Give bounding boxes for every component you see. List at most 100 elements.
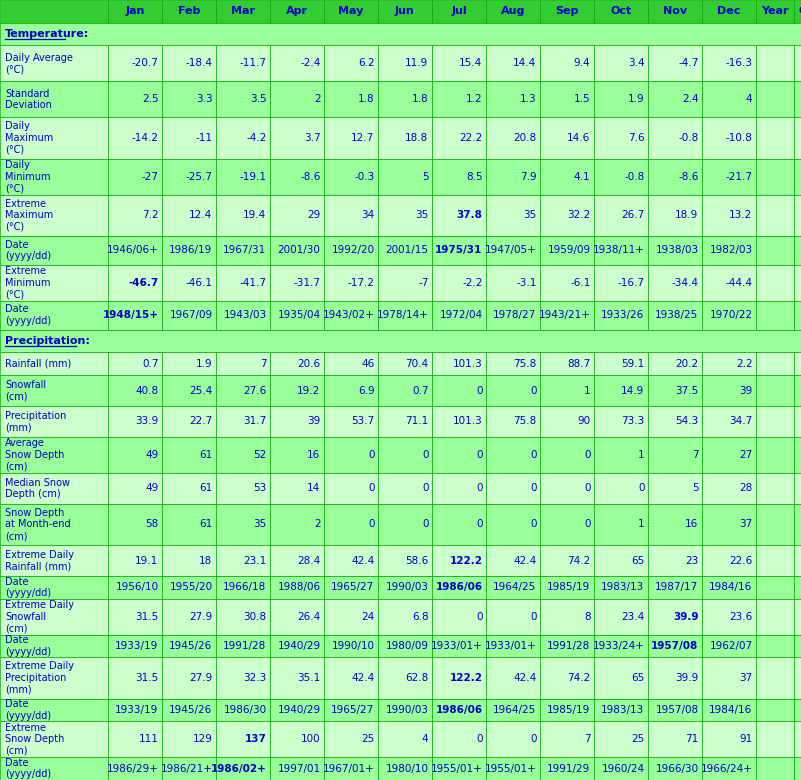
Text: 1990/10: 1990/10 <box>332 641 375 651</box>
Bar <box>162 45 216 81</box>
Text: Extreme Daily
Snowfall
(cm): Extreme Daily Snowfall (cm) <box>5 600 74 633</box>
Text: 1970/22: 1970/22 <box>710 310 752 321</box>
Bar <box>594 375 648 406</box>
Text: 32.2: 32.2 <box>567 211 590 221</box>
Text: 26.7: 26.7 <box>622 211 645 221</box>
Text: -16.7: -16.7 <box>618 278 645 288</box>
Text: 42.4: 42.4 <box>513 673 537 683</box>
Text: 1991/28: 1991/28 <box>223 641 267 651</box>
Bar <box>648 375 702 406</box>
Text: -18.4: -18.4 <box>186 58 212 69</box>
Bar <box>794 195 801 236</box>
Text: 1933/24+: 1933/24+ <box>593 641 645 651</box>
Bar <box>216 504 270 545</box>
Text: 1933/01+: 1933/01+ <box>431 641 482 651</box>
Bar <box>648 406 702 437</box>
Bar <box>270 699 324 722</box>
Bar <box>432 699 486 722</box>
Bar <box>108 545 162 576</box>
Text: 71: 71 <box>685 734 698 744</box>
Bar <box>756 722 794 757</box>
Text: 1935/04: 1935/04 <box>277 310 320 321</box>
Text: 1990/03: 1990/03 <box>385 705 429 715</box>
Text: 1975/31: 1975/31 <box>435 246 482 255</box>
Bar <box>486 576 540 599</box>
Text: 1960/24: 1960/24 <box>602 764 645 774</box>
Text: Date
(yyyy/dd): Date (yyyy/dd) <box>5 635 51 657</box>
Text: 14: 14 <box>308 484 320 494</box>
Text: 22.6: 22.6 <box>729 555 752 566</box>
Bar <box>540 599 594 635</box>
Text: Precipitation
(mm): Precipitation (mm) <box>5 410 66 432</box>
Text: 2.2: 2.2 <box>736 359 752 369</box>
Bar <box>0 195 108 236</box>
Bar <box>432 81 486 118</box>
Bar <box>486 195 540 236</box>
Text: 1984/16: 1984/16 <box>709 705 752 715</box>
Text: 1986/06: 1986/06 <box>436 705 482 715</box>
Text: 12.4: 12.4 <box>189 211 212 221</box>
Text: 2001/30: 2001/30 <box>278 246 320 255</box>
Bar <box>756 195 794 236</box>
Text: 0: 0 <box>476 519 482 530</box>
Text: 27: 27 <box>739 450 752 460</box>
Text: 61: 61 <box>199 450 212 460</box>
Bar <box>486 118 540 158</box>
Text: 4.1: 4.1 <box>574 172 590 182</box>
Bar <box>594 81 648 118</box>
Text: 1945/26: 1945/26 <box>169 705 212 715</box>
Bar <box>378 264 432 301</box>
Text: 5: 5 <box>422 172 429 182</box>
Bar <box>378 757 432 780</box>
Bar <box>756 757 794 780</box>
Bar <box>324 599 378 635</box>
Bar <box>486 81 540 118</box>
Text: -4.2: -4.2 <box>246 133 267 143</box>
Bar <box>486 504 540 545</box>
Bar <box>756 504 794 545</box>
Text: 28.4: 28.4 <box>297 555 320 566</box>
Bar <box>108 635 162 658</box>
Text: 1965/27: 1965/27 <box>332 705 375 715</box>
Text: 37: 37 <box>739 673 752 683</box>
Text: 1933/26: 1933/26 <box>602 310 645 321</box>
Bar <box>216 158 270 195</box>
Bar <box>216 301 270 330</box>
Bar <box>594 195 648 236</box>
Bar <box>216 406 270 437</box>
Text: 1948/15+: 1948/15+ <box>103 310 159 321</box>
Bar <box>702 236 756 264</box>
Bar <box>432 545 486 576</box>
Text: Median Snow
Depth (cm): Median Snow Depth (cm) <box>5 477 70 499</box>
Text: 129: 129 <box>192 734 212 744</box>
Bar <box>794 635 801 658</box>
Text: 1991/29: 1991/29 <box>547 764 590 774</box>
Text: -11: -11 <box>195 133 212 143</box>
Bar <box>0 722 108 757</box>
Bar <box>594 545 648 576</box>
Text: 1983/13: 1983/13 <box>602 705 645 715</box>
Text: 0: 0 <box>530 385 537 395</box>
Text: Date
(yyyy/dd): Date (yyyy/dd) <box>5 758 51 779</box>
Text: 1986/06: 1986/06 <box>436 583 482 592</box>
Text: 1938/11+: 1938/11+ <box>593 246 645 255</box>
Bar <box>702 599 756 635</box>
Bar <box>216 45 270 81</box>
Bar <box>594 722 648 757</box>
Bar <box>378 576 432 599</box>
Bar <box>108 406 162 437</box>
Bar <box>108 599 162 635</box>
Bar <box>108 301 162 330</box>
Text: 1980/10: 1980/10 <box>385 764 429 774</box>
Bar <box>432 576 486 599</box>
Bar <box>270 545 324 576</box>
Bar <box>108 722 162 757</box>
Bar <box>0 301 108 330</box>
Text: 30.8: 30.8 <box>244 612 267 622</box>
Bar <box>648 81 702 118</box>
Bar <box>594 504 648 545</box>
Text: 0: 0 <box>422 450 429 460</box>
Text: 0: 0 <box>476 450 482 460</box>
Bar <box>162 437 216 473</box>
Bar <box>324 0 378 23</box>
